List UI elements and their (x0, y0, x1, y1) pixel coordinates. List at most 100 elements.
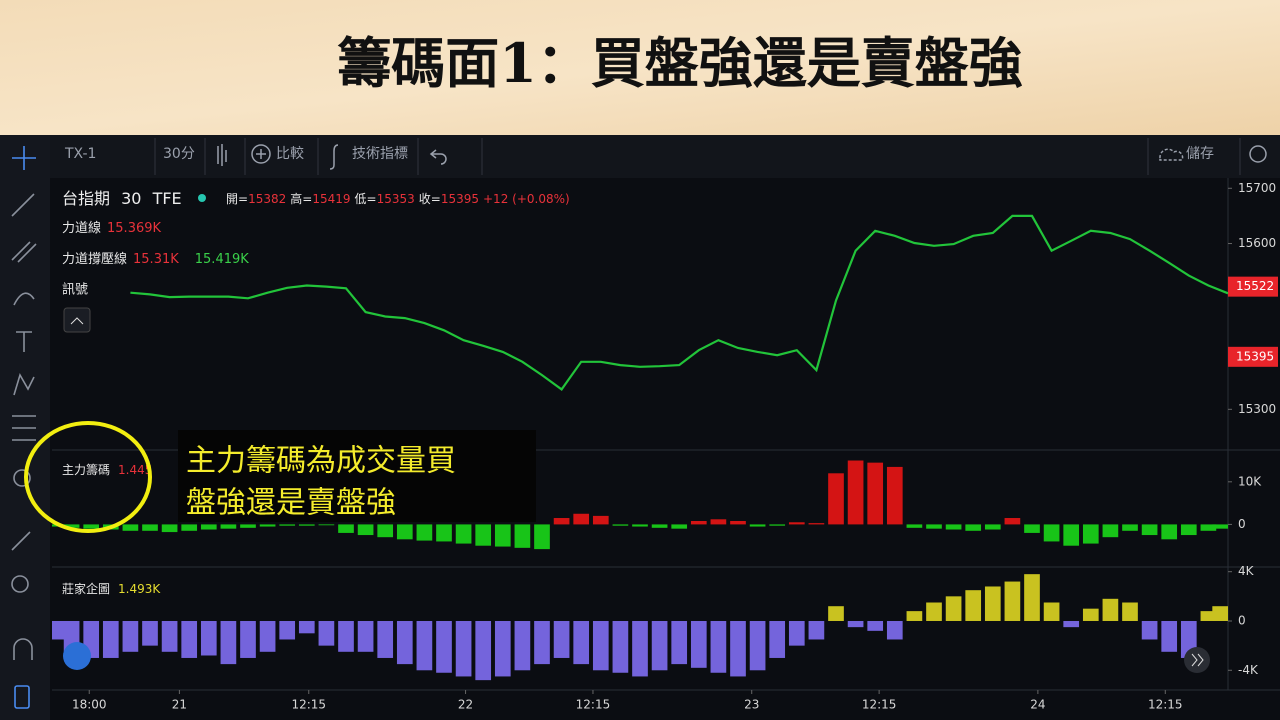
histogram-bar (357, 620, 374, 652)
histogram-bar (534, 620, 550, 665)
y-tick-label: 4K (1238, 564, 1255, 578)
histogram-bar (102, 620, 119, 658)
histogram-bar (808, 620, 825, 640)
scroll-icon (1191, 653, 1204, 667)
histogram-bar (475, 620, 492, 681)
x-tick-label: 22 (458, 698, 473, 712)
histogram-bar (867, 462, 884, 525)
histogram-bar (298, 620, 315, 634)
histogram-bar (573, 620, 590, 665)
histogram-bar (553, 620, 570, 658)
pane-value: 1.493K (118, 582, 161, 596)
histogram-bar (671, 524, 688, 529)
ohlc-value: 15382 (248, 192, 286, 206)
legend-value: 15.31K (133, 252, 179, 267)
histogram-bar (788, 620, 805, 646)
ohlc-label: 高= (290, 191, 312, 206)
histogram-bar (200, 620, 217, 656)
annotation-text: 盤強還是賣盤強 (186, 486, 396, 521)
histogram-bar (200, 524, 217, 530)
histogram-bar (965, 524, 982, 531)
histogram-bar (83, 524, 100, 529)
histogram-bar (514, 620, 531, 671)
histogram-bar (494, 524, 511, 547)
tool-icons (11, 146, 37, 709)
histogram-bar (259, 524, 276, 527)
histogram-bar (338, 524, 354, 533)
histogram-bar (847, 620, 864, 628)
y-tick-label: 15600 (1238, 236, 1276, 250)
legend-value: 15.369K (107, 221, 161, 236)
histogram-bar (220, 620, 237, 665)
compare-button[interactable]: 比較 (276, 146, 304, 162)
histogram-bar (1122, 602, 1138, 621)
histogram-bar (455, 524, 472, 544)
x-tick-label: 21 (172, 698, 187, 712)
histogram-bar (1200, 524, 1217, 531)
highlight-circle (24, 421, 152, 533)
histogram-bar (436, 524, 452, 542)
histogram-bar (416, 620, 433, 671)
legend-name: 力道線 (62, 220, 101, 236)
annotation-box (178, 430, 536, 522)
x-tick-label: 24 (1030, 698, 1045, 712)
ohlc-label: 開= (226, 192, 248, 206)
histogram-bar (1161, 620, 1178, 652)
status-dot (198, 194, 206, 202)
histogram-bar (945, 596, 962, 621)
histogram-bar (710, 519, 727, 525)
ohlc-label: 收= (419, 192, 441, 206)
histogram-bar (1141, 524, 1158, 536)
histogram-bar (671, 620, 688, 665)
histogram-bar (749, 620, 766, 671)
pane-title: 莊家企圖 (62, 581, 110, 596)
symbol[interactable]: TX-1 (64, 146, 96, 162)
histogram-bar (612, 620, 629, 673)
histogram-bar (475, 524, 492, 546)
y-tick-label: 15700 (1238, 181, 1276, 195)
histogram-bar (730, 521, 746, 525)
collapse-button[interactable] (63, 307, 91, 333)
slide-header (0, 0, 1280, 135)
histogram-bar (886, 466, 903, 525)
annotation-text: 主力籌碼為成交量買 (186, 444, 456, 479)
legend-line2: 力道撐壓線 15.31K 15.419K (62, 251, 249, 267)
histogram-bar (122, 620, 139, 652)
toolbar-icons (217, 144, 1267, 170)
pane2-title: 莊家企圖 1.493K (62, 581, 161, 596)
histogram-bar (769, 620, 786, 658)
histogram-bar (1063, 524, 1080, 546)
histogram-bar (1141, 620, 1158, 640)
pane-value: 1.445 (118, 463, 152, 477)
interval-button[interactable]: 30分 (163, 146, 195, 162)
x-tick-label: 12:15 (1148, 698, 1183, 712)
y-tick-label: 0 (1238, 613, 1246, 627)
histogram-bar (396, 620, 413, 665)
histogram-bar (318, 524, 335, 526)
histogram-bar (1200, 611, 1217, 621)
instrument-interval: 30 (121, 189, 141, 208)
instrument-exchange: TFE (152, 189, 182, 208)
histogram-bar (749, 524, 766, 527)
histogram-bar (240, 524, 256, 528)
histogram-bar (965, 590, 982, 621)
legend-signal: 訊號 (62, 283, 88, 298)
indicators-button[interactable]: 技術指標 (352, 146, 408, 162)
histogram-bar (1180, 524, 1197, 536)
histogram-bar (945, 524, 962, 530)
histogram-bar (592, 620, 609, 671)
top-toolbar (50, 135, 1280, 178)
ohlc: 開=15382 高=15419 低=15353 收=15395 +12 (+0.08%) (226, 191, 570, 206)
legend-name: 力道撐壓線 (62, 251, 127, 267)
legend-value: 15.419K (195, 252, 249, 267)
histogram-bar (632, 620, 648, 677)
histogram-bar (1102, 524, 1119, 538)
histogram-bar (181, 620, 198, 658)
histogram-bar (220, 524, 237, 529)
histogram-bar (1063, 620, 1080, 628)
histogram-bar (926, 602, 942, 621)
histogram-bar (690, 521, 707, 525)
save-button[interactable]: 儲存 (1186, 146, 1214, 162)
histogram-bar (63, 524, 80, 528)
